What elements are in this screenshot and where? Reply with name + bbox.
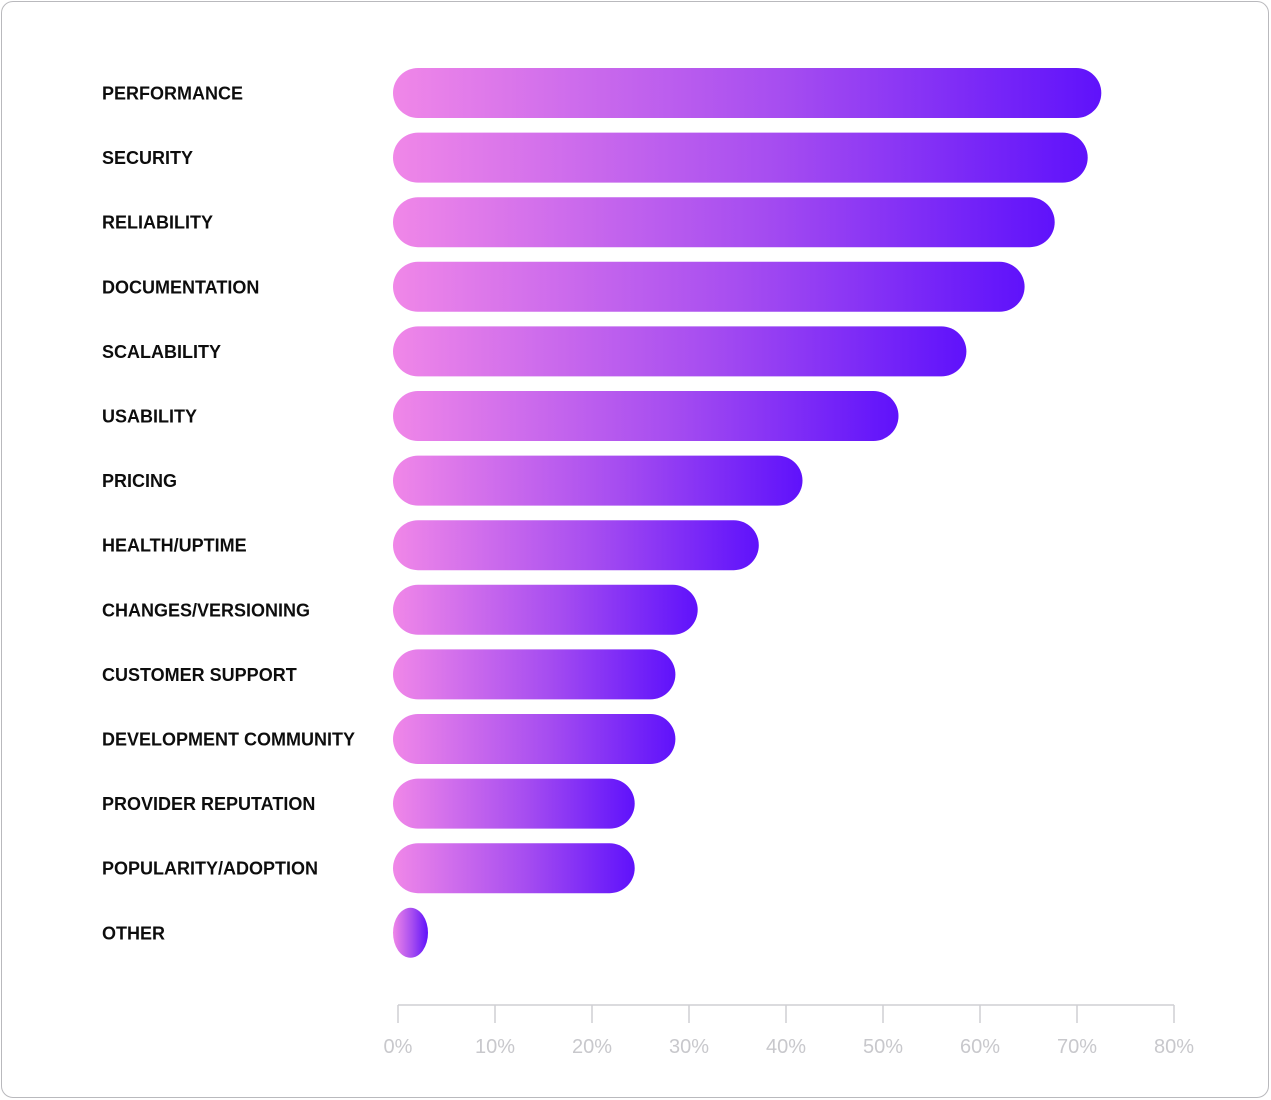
category-label: USABILITY bbox=[102, 406, 197, 426]
bar-changes-versioning bbox=[392, 584, 698, 635]
category-label: HEALTH/UPTIME bbox=[102, 535, 247, 555]
bar-provider-reputation bbox=[392, 778, 635, 829]
x-tick-label: 0% bbox=[383, 1036, 412, 1058]
bar-security bbox=[392, 132, 1088, 183]
x-tick-label: 40% bbox=[765, 1036, 805, 1058]
category-label: CUSTOMER SUPPORT bbox=[102, 664, 297, 684]
x-axis: 0% 10% 20% 30% 40% 50% 60% 70% 80% bbox=[383, 1003, 1194, 1058]
bar-popularity-adoption bbox=[392, 842, 635, 893]
x-tick-label: 10% bbox=[474, 1036, 514, 1058]
category-label: SCALABILITY bbox=[102, 341, 221, 361]
category-label: CHANGES/VERSIONING bbox=[102, 600, 310, 620]
category-label: PROVIDER REPUTATION bbox=[102, 794, 315, 814]
category-label: PRICING bbox=[102, 471, 177, 491]
bar-other bbox=[392, 907, 428, 958]
category-labels: PERFORMANCE SECURITY RELIABILITY DOCUMENTAT… bbox=[102, 83, 355, 943]
bar-development-community bbox=[392, 713, 675, 764]
x-tick-label: 80% bbox=[1153, 1036, 1193, 1058]
bar-pricing bbox=[392, 455, 802, 506]
category-label: POPULARITY/ADOPTION bbox=[102, 858, 318, 878]
bar-scalability bbox=[392, 325, 966, 376]
bar-customer-support bbox=[392, 648, 675, 699]
x-tick-label: 60% bbox=[959, 1036, 999, 1058]
bar-usability bbox=[392, 390, 898, 441]
bars bbox=[392, 67, 1101, 958]
category-label: DEVELOPMENT COMMUNITY bbox=[102, 729, 355, 749]
bar-performance bbox=[392, 67, 1101, 118]
category-label: DOCUMENTATION bbox=[102, 277, 259, 297]
x-tick-label: 30% bbox=[668, 1036, 708, 1058]
category-label: PERFORMANCE bbox=[102, 83, 243, 103]
bar-documentation bbox=[392, 261, 1025, 312]
x-tick-label: 20% bbox=[571, 1036, 611, 1058]
x-tick-label: 70% bbox=[1056, 1036, 1096, 1058]
bar-reliability bbox=[392, 196, 1055, 247]
category-label: RELIABILITY bbox=[102, 212, 213, 232]
category-label: OTHER bbox=[102, 923, 165, 943]
category-label: SECURITY bbox=[102, 148, 193, 168]
x-tick-label: 50% bbox=[862, 1036, 902, 1058]
bar-health-uptime bbox=[392, 519, 759, 570]
